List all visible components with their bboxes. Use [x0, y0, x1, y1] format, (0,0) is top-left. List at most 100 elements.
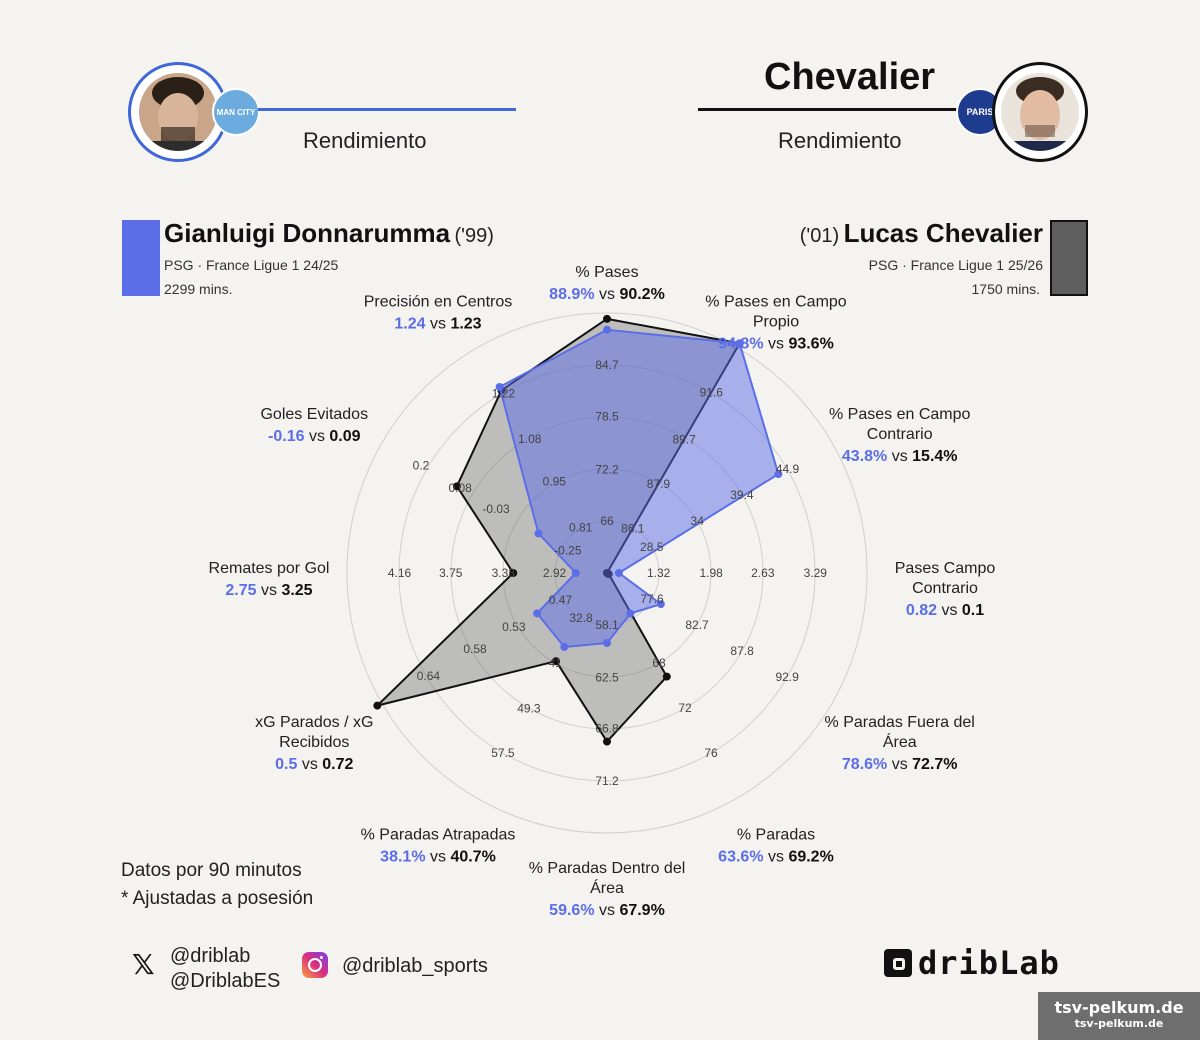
vs-text-2: vs [764, 335, 789, 352]
axis-label-9-line-2: Recibidos [279, 734, 349, 751]
value-donnarumma-7: 59.6% [549, 902, 594, 919]
axis-values-6: 63.6% vs 69.2% [718, 849, 834, 866]
data-point-donnarumma-8 [560, 642, 569, 651]
tick-label-6-2: 72 [678, 701, 692, 715]
tick-label-4-4: 3.29 [804, 566, 828, 580]
player1-name-row: Gianluigi Donnarumma ('99) [164, 218, 494, 249]
player1-team: PSG · France Ligue 1 24/25 [164, 257, 339, 273]
header-right-subtitle: Rendimiento [778, 128, 902, 153]
data-point-donnarumma-4 [614, 569, 623, 577]
value-donnarumma-12: 1.24 [394, 315, 425, 332]
header-left-subtitle: Rendimiento [303, 128, 427, 153]
data-point-chevalier-8 [552, 657, 561, 666]
instagram-icon[interactable] [302, 952, 328, 978]
tick-label-5-3: 87.8 [730, 644, 754, 658]
twitter-handle-2[interactable]: @DriblabES [170, 970, 281, 992]
value-chevalier-5: 72.7% [912, 756, 957, 773]
tick-label-10-4: 4.16 [388, 566, 412, 580]
twitter-handle-1[interactable]: @driblab [170, 945, 251, 967]
data-point-chevalier-1 [603, 314, 611, 323]
vs-text-12: vs [426, 315, 451, 332]
data-point-donnarumma-3 [774, 470, 783, 479]
value-donnarumma-4: 0.82 [906, 602, 937, 619]
data-point-chevalier-10 [509, 569, 518, 577]
axis-values-11: -0.16 vs 0.09 [268, 428, 361, 445]
watermark-text-2: tsv-pelkum.de [1074, 1017, 1164, 1030]
instagram-handle[interactable]: @driblab_sports [342, 955, 488, 977]
header-left-line [258, 108, 516, 111]
value-donnarumma-1: 88.9% [549, 286, 594, 303]
tick-label-10-3: 3.75 [439, 566, 463, 580]
footnote-per90: Datos por 90 minutos [121, 860, 302, 881]
value-chevalier-11: 0.09 [329, 428, 360, 445]
data-point-chevalier-9 [373, 701, 382, 710]
axis-values-12: 1.24 vs 1.23 [394, 315, 481, 332]
player2-name: Lucas Chevalier [843, 218, 1043, 248]
data-point-donnarumma-7 [603, 639, 611, 648]
data-point-donnarumma-6 [626, 609, 635, 618]
tick-label-2-1: 86.1 [621, 521, 645, 535]
vs-text-1: vs [595, 286, 620, 303]
player1-avatar [128, 62, 228, 162]
value-chevalier-3: 15.4% [912, 448, 957, 465]
axis-label-4-line-1: Pases Campo [895, 560, 996, 577]
player1-mins: 2299 mins. [164, 281, 233, 297]
axis-label-3-line-1: % Pases en Campo [829, 406, 971, 423]
tick-label-2-3: 89.7 [672, 432, 696, 446]
axis-values-3: 43.8% vs 15.4% [842, 448, 958, 465]
tick-label-1-4: 84.7 [595, 358, 619, 372]
tick-label-2-2: 87.9 [647, 477, 671, 491]
tick-label-11-1: -0.25 [554, 543, 582, 557]
axis-values-2: 94.8% vs 93.6% [718, 335, 834, 352]
man-city-badge-icon: MAN CITY [212, 88, 260, 136]
axis-values-5: 78.6% vs 72.7% [842, 756, 958, 773]
data-point-donnarumma-5 [656, 600, 665, 609]
watermark-text-1: tsv-pelkum.de [1054, 998, 1184, 1017]
axis-label-3-line-2: Contrario [867, 426, 933, 443]
player2-year: ('01) [799, 225, 840, 247]
axis-label-2-line-2: Propio [753, 313, 799, 330]
data-point-chevalier-6 [662, 672, 671, 681]
data-point-donnarumma-1 [603, 325, 611, 334]
tick-label-8-3: 49.3 [517, 701, 541, 715]
axis-label-12-line-1: Precisión en Centros [364, 293, 513, 310]
watermark: tsv-pelkum.de tsv-pelkum.de [1038, 992, 1200, 1040]
player2-photo [1001, 73, 1079, 151]
tick-label-7-2: 62.5 [595, 670, 619, 684]
tick-label-9-4: 0.64 [417, 669, 441, 683]
tick-label-1-3: 78.5 [595, 410, 619, 424]
x-logo-icon[interactable]: 𝕏 [132, 948, 155, 981]
value-donnarumma-6: 63.6% [718, 849, 763, 866]
header-right-line [698, 108, 962, 111]
tick-label-1-1: 66 [600, 514, 614, 528]
tick-label-8-1: 32.8 [569, 611, 593, 625]
value-donnarumma-11: -0.16 [268, 428, 305, 445]
value-donnarumma-2: 94.8% [718, 335, 763, 352]
tick-label-7-4: 71.2 [595, 774, 619, 788]
value-donnarumma-10: 2.75 [225, 582, 256, 599]
tick-label-11-2: -0.03 [482, 502, 510, 516]
axis-label-6-line-1: % Paradas [737, 827, 815, 844]
tick-label-11-4: 0.2 [413, 459, 430, 473]
value-donnarumma-9: 0.5 [275, 756, 297, 773]
axis-label-4-line-2: Contrario [912, 580, 978, 597]
data-point-donnarumma-12 [495, 382, 504, 391]
axis-label-7-line-1: % Paradas Dentro del [529, 860, 686, 877]
tick-label-6-3: 76 [704, 746, 718, 760]
axis-label-8-line-1: % Paradas Atrapadas [361, 827, 516, 844]
driblab-logo-icon [884, 949, 912, 977]
data-point-donnarumma-10 [571, 569, 580, 577]
player2-name-row: ('01) Lucas Chevalier [800, 218, 1043, 249]
vs-text-10: vs [257, 582, 282, 599]
player1-color-swatch [122, 220, 160, 296]
axis-values-9: 0.5 vs 0.72 [275, 756, 353, 773]
header-right-title: Chevalier [764, 56, 936, 98]
vs-text-6: vs [764, 849, 789, 866]
vs-text-8: vs [426, 849, 451, 866]
value-donnarumma-3: 43.8% [842, 448, 887, 465]
tick-label-12-2: 0.95 [543, 475, 567, 489]
data-point-donnarumma-2 [735, 339, 744, 348]
player2-team: PSG · France Ligue 1 25/26 [868, 257, 1043, 273]
tick-label-4-2: 1.98 [699, 566, 723, 580]
value-donnarumma-8: 38.1% [380, 849, 425, 866]
